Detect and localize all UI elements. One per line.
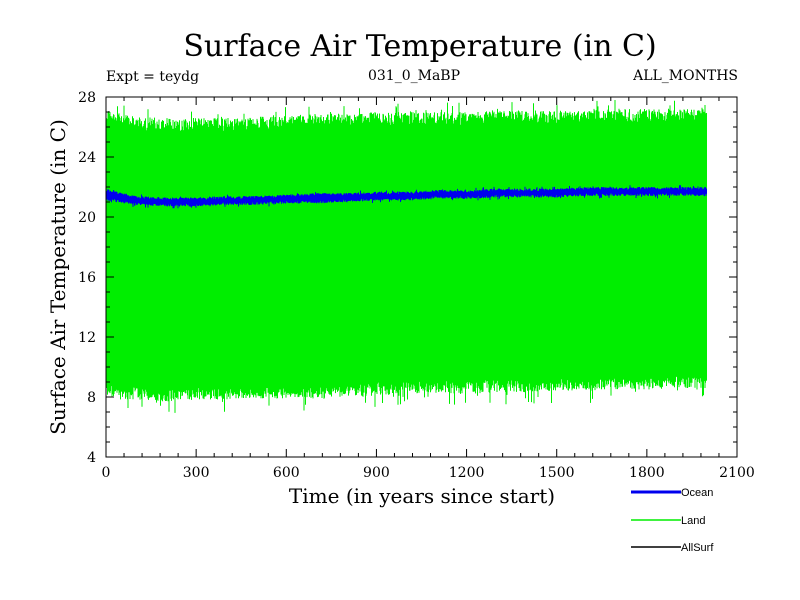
- series-band-land: [105, 100, 707, 413]
- experiment-label: Expt = teydg: [106, 69, 199, 85]
- x-tick-label: 2100: [719, 465, 755, 481]
- y-tick-label: 28: [78, 90, 96, 106]
- y-tick-label: 16: [78, 270, 96, 286]
- x-tick-label: 1200: [449, 465, 485, 481]
- series-land: [105, 100, 707, 413]
- x-tick-label: 1500: [539, 465, 575, 481]
- legend: Ocean Land AllSurf: [631, 487, 714, 554]
- chart-title: Surface Air Temperature (in C): [183, 29, 656, 64]
- x-tick-label: 300: [183, 465, 210, 481]
- y-tick-label: 4: [87, 450, 96, 466]
- legend-item-ocean: Ocean: [631, 487, 713, 499]
- y-tick-label: 20: [78, 210, 96, 226]
- x-tick-label: 0: [102, 465, 111, 481]
- legend-label: AllSurf: [681, 542, 714, 554]
- y-axis-label: Surface Air Temperature (in C): [46, 119, 70, 435]
- x-tick-label: 900: [363, 465, 390, 481]
- period-label: 031_0_MaBP: [368, 68, 460, 84]
- y-tick-label: 12: [78, 330, 96, 346]
- y-tick-label: 24: [78, 150, 96, 166]
- legend-item-land: Land: [631, 515, 705, 527]
- x-tick-label: 1800: [629, 465, 665, 481]
- axis-ticks: [105, 96, 738, 458]
- x-tick-label: 600: [273, 465, 300, 481]
- plot-series-group: [105, 100, 707, 413]
- legend-item-allsurf: AllSurf: [631, 542, 714, 554]
- legend-label: Ocean: [681, 487, 713, 499]
- x-axis-label: Time (in years since start): [289, 484, 555, 508]
- legend-label: Land: [681, 515, 705, 527]
- axis-tick-labels: 0 300 600 900 1200 1500 1800 2100 4 8 12 16 20 24 28: [78, 90, 755, 481]
- months-label: ALL_MONTHS: [632, 68, 738, 84]
- y-tick-label: 8: [87, 390, 96, 406]
